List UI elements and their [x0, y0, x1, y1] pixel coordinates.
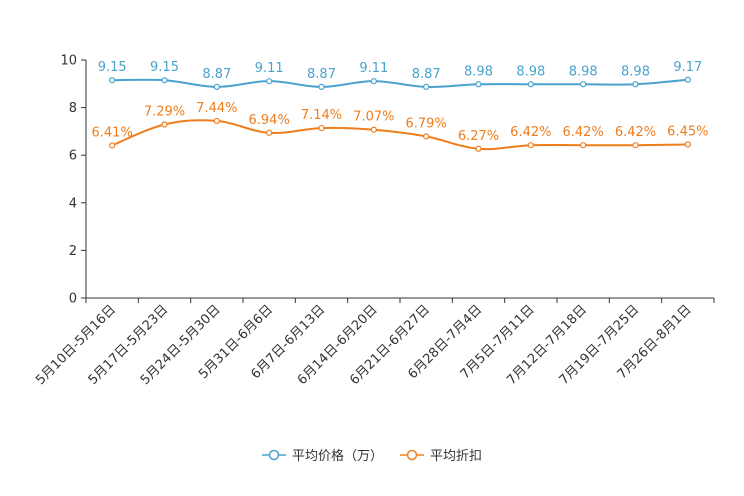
data-point — [527, 81, 534, 88]
data-point — [266, 129, 273, 136]
y-tick-label: 4 — [69, 196, 77, 211]
y-tick-label: 6 — [69, 149, 77, 164]
data-label: 7.07% — [353, 110, 394, 125]
data-label: 6.79% — [406, 116, 447, 131]
data-point — [318, 124, 325, 132]
legend-marker-icon — [268, 449, 280, 461]
data-point — [527, 142, 534, 149]
data-point — [423, 133, 430, 140]
data-label: 6.42% — [615, 125, 656, 140]
data-point — [213, 83, 220, 90]
data-point — [370, 78, 377, 85]
y-tick-label: 10 — [60, 54, 77, 69]
data-label: 8.98 — [464, 64, 493, 79]
data-label: 9.11 — [255, 61, 284, 76]
data-label: 9.15 — [150, 60, 179, 75]
data-label: 8.87 — [307, 67, 336, 82]
series-0: 9.15 9.15 8.87 9.11 8.87 9.11 8.87 8.98 8.98 8.98… — [98, 60, 702, 90]
series-line — [112, 78, 688, 88]
axes: 02468105月10日-5月16日5月17日-5月23日5月24日-5月30日… — [33, 54, 715, 388]
data-point — [423, 83, 430, 90]
data-label: 7.14% — [301, 108, 342, 123]
data-label: 8.87 — [412, 67, 441, 82]
legend-marker-icon — [406, 449, 418, 461]
data-point — [266, 78, 273, 85]
data-point — [475, 145, 482, 152]
data-point — [213, 117, 220, 125]
data-label: 9.11 — [359, 61, 388, 76]
data-point — [632, 81, 639, 88]
series-layer: 9.15 9.15 8.87 9.11 8.87 9.11 8.87 8.98 8.98 8.98… — [92, 60, 708, 152]
data-point — [318, 83, 325, 90]
legend-label: 平均价格（万） — [292, 448, 383, 464]
data-label: 9.15 — [98, 60, 127, 75]
data-label: 7.44% — [196, 101, 237, 116]
data-point — [161, 121, 168, 128]
data-label: 8.98 — [621, 64, 650, 79]
data-label: 6.27% — [458, 129, 499, 144]
data-label: 8.87 — [202, 67, 231, 82]
data-point — [684, 76, 691, 83]
legend-item-1[interactable]: 平均折扣 — [400, 449, 482, 464]
legend[interactable]: 平均价格（万） 平均折扣 — [262, 448, 482, 464]
data-point — [684, 141, 691, 148]
y-tick-label: 8 — [69, 101, 77, 116]
data-label: 6.42% — [510, 125, 551, 140]
y-tick-label: 2 — [69, 244, 77, 259]
y-tick-label: 0 — [69, 292, 77, 307]
data-point — [370, 126, 377, 133]
data-point — [161, 77, 168, 84]
data-label: 6.41% — [92, 125, 133, 140]
series-line — [111, 119, 688, 151]
data-point — [632, 142, 639, 149]
data-label: 8.98 — [516, 64, 545, 79]
data-label: 8.98 — [569, 64, 598, 79]
data-label: 6.42% — [563, 125, 604, 140]
data-point — [109, 77, 116, 84]
data-label: 6.94% — [249, 113, 290, 128]
data-point — [475, 81, 482, 88]
legend-item-0[interactable]: 平均价格（万） — [262, 448, 383, 464]
data-point — [580, 142, 587, 149]
series-1: 6.41% 7.29% 7.44% 6.94% 7.14% 7.07% 6.79% 6.27%… — [92, 101, 708, 152]
data-label: 6.45% — [667, 124, 708, 139]
data-point — [109, 142, 116, 149]
data-label: 9.17 — [673, 60, 702, 75]
legend-label: 平均折扣 — [430, 449, 482, 464]
data-label: 7.29% — [144, 104, 185, 119]
data-point — [580, 81, 587, 88]
